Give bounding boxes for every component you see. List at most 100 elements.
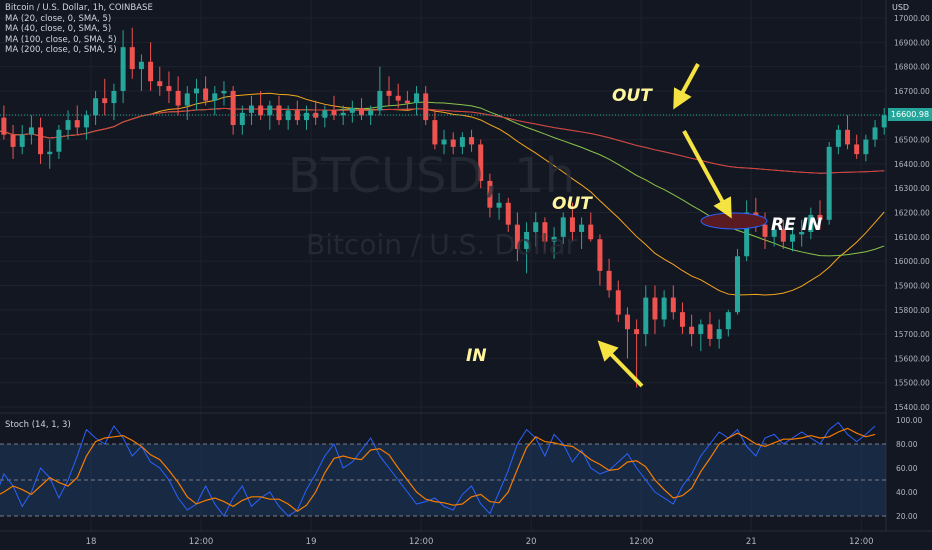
x-tick-label: 21 [746,537,757,547]
candle-body [469,137,475,145]
stoch-k-line [0,421,876,517]
stochastic-pane [0,421,886,517]
candle-body [817,214,823,220]
candle-body [93,98,99,116]
legend-ma-100: MA (100, close, 0, SMA, 5) [5,34,117,45]
y-tick-label: 15900.00 [894,281,930,290]
y-tick-label: 15500.00 [894,379,930,388]
arrow-out [673,63,700,110]
candle-body [28,127,34,135]
candle-body [808,214,814,232]
legend-ma-40: MA (40, close, 0, SMA, 5) [5,24,112,34]
y-tick-label: 16500.00 [894,136,930,145]
candle-body [111,90,117,104]
candle-body [193,88,199,94]
candle-body [74,120,80,128]
candle-body [588,224,594,240]
candle-body [10,134,16,147]
stoch-legend: Stoch (14, 1, 3) [5,420,71,430]
legend-title: Bitcoin / U.S. Dollar, 1h, COINBASE [5,3,153,13]
annotation-out-mid: OUT [552,194,592,214]
candle-body [322,110,328,118]
currency-label: USD [892,3,910,12]
candle-body [267,105,273,116]
watermark-name: Bitcoin / U.S. Dollar [306,228,578,261]
x-tick-label: 20 [526,537,537,547]
candle-body [670,297,676,313]
candle-body [679,312,685,327]
candle-body [689,326,695,335]
candle-body [496,202,502,208]
candle-body [276,105,282,121]
candle-body [175,90,181,106]
candle-body [432,120,438,145]
x-tick-label: 18 [86,537,97,547]
candle-body [478,144,484,181]
arrow-re-in [682,130,732,219]
y-tick-label: 16800.00 [894,63,930,72]
legend-ma-20: MA (20, close, 0, SMA, 5) [5,13,112,24]
annotation-in: IN [466,346,487,366]
candle-body [863,139,869,155]
candle-body [790,234,796,242]
candle-body [597,239,603,271]
candle-body [212,93,218,101]
stoch-tick-label: 40.00 [896,488,918,497]
candle-body [258,105,264,116]
candle-body [19,134,25,147]
candle-body [56,129,62,152]
candle-body [716,329,722,339]
re-in-zone [700,212,768,230]
y-tick-label: 16300.00 [894,184,930,193]
axes: 12:001812:001912:002012:002112:002212:00… [86,14,930,547]
arrow-in [597,340,644,388]
x-tick-label: 12:00 [849,537,874,547]
candle-body [505,202,511,225]
candle-body [120,47,126,91]
y-tick-label: 15600.00 [894,354,930,363]
candle-body [514,224,520,249]
candle-body [826,146,832,220]
candle-body [459,137,465,147]
candle-body [349,107,355,113]
candle-body [661,297,667,320]
candle-body [47,151,53,155]
candle-body [157,81,163,87]
x-tick-label: 12:00 [409,537,434,547]
y-tick-label: 16400.00 [894,160,930,169]
moving-averages [0,92,885,296]
candle-body [569,217,575,232]
candle-body [854,144,860,155]
candle-body [166,86,172,91]
x-tick-label: 19 [306,537,317,547]
ma-200-line [0,107,885,174]
chart-legend: Bitcoin / U.S. Dollar, 1h, COINBASE MA (… [5,3,153,56]
y-tick-label: 16200.00 [894,209,930,218]
candle-body [707,324,713,339]
candle-body [762,224,768,237]
stoch-tick-label: 20.00 [896,512,918,521]
candle-body [340,112,346,116]
candle-body [423,93,429,121]
annotation-re-in: RE IN [771,215,823,235]
candle-body [542,222,548,242]
candle-body [239,112,245,125]
legend-ma-200: MA (200, close, 0, SMA, 5) [5,45,117,55]
candle-body [377,90,383,111]
candle-body [102,98,108,104]
stoch-tick-label: 100.00 [896,416,922,425]
candle-body [230,90,236,125]
candle-body [780,229,786,242]
candle-body [184,93,190,106]
annotation-out-top: OUT [612,86,652,106]
candle-body [148,61,154,82]
candle-body [744,212,750,257]
y-tick-label: 15800.00 [894,306,930,315]
candle-body [386,90,392,96]
candle-body [524,231,530,249]
y-tick-label: 16700.00 [894,87,930,96]
candle-body [1,117,7,135]
candle-body [395,95,401,101]
candle-body [65,120,71,130]
